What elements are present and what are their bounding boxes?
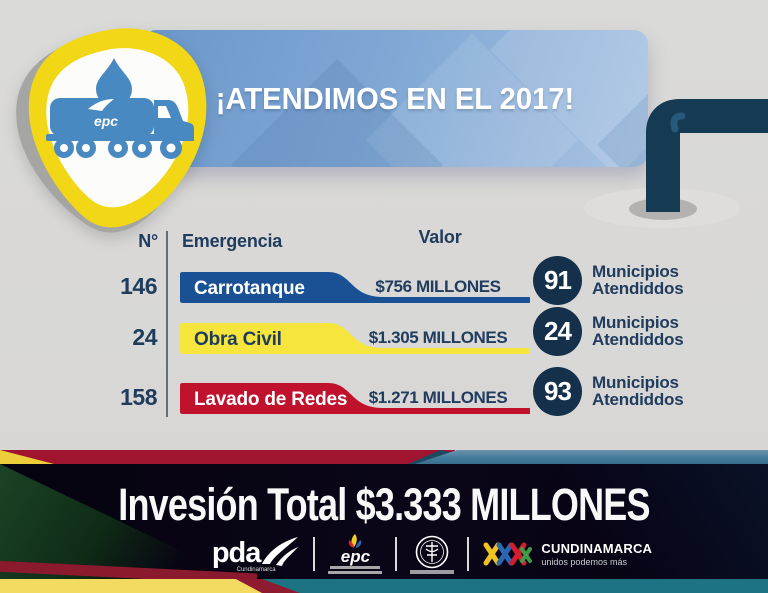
truck-badge: epc — [16, 28, 207, 233]
year-banner: ¡ATENDIMOS EN EL 2017! — [142, 30, 648, 167]
table-row: 146 Carrotanque $756 MILLONES 91 Municip… — [0, 256, 768, 305]
municipios-label-line2: Atendiddos — [592, 279, 684, 298]
footer-band: Invesión Total $3.333 MILLONES pda Cundi… — [0, 443, 768, 593]
gobernacion-seal-logo — [410, 535, 455, 574]
ribbon-graphic: Obra Civil — [180, 323, 530, 354]
municipios-count-badge: 93 — [533, 367, 582, 416]
ribbon-shape — [180, 272, 530, 303]
cundinamarca-slogan: unidos podemos más — [541, 557, 627, 567]
municipios-label-line2: Atendiddos — [592, 330, 684, 349]
emergency-value: $756 MILLONES — [375, 277, 501, 296]
municipios-label-line1: Municipios — [592, 373, 679, 392]
municipios-count-badge: 24 — [533, 307, 582, 356]
pda-logo-text: pda — [211, 536, 262, 569]
gobernacion-seal-icon — [416, 535, 449, 568]
table-row: 158 Lavado de Redes $1.271 MILLONES 93 M… — [0, 367, 768, 416]
logo-separator — [395, 537, 398, 571]
municipios-count-badge: 91 — [533, 256, 582, 305]
municipios-label: Municipios Atendiddos — [592, 314, 684, 348]
seal-subtext-bar — [410, 569, 455, 574]
pda-logo-subtext: Cundinamarca — [236, 566, 276, 573]
cundinamarca-logo: CUNDINAMARCA unidos podemos más — [482, 541, 652, 567]
ribbon-graphic: Lavado de Redes — [180, 383, 530, 414]
logo-separator — [313, 537, 316, 571]
municipios-label-line1: Municipios — [592, 262, 679, 281]
municipios-label-line1: Municipios — [592, 313, 679, 332]
logo-separator — [467, 537, 470, 571]
red-stripe — [0, 450, 455, 464]
tanker-truck-icon: epc — [46, 98, 194, 159]
epc-swoosh-icon — [88, 99, 114, 111]
emergency-label: Carrotanque — [194, 278, 305, 299]
logos-row: pda Cundinamarca epc — [48, 534, 768, 574]
ribbon-shape — [180, 383, 530, 414]
water-drop-icon — [96, 58, 132, 107]
pda-logo: pda Cundinamarca — [212, 536, 301, 573]
emergency-count: 158 — [120, 384, 157, 410]
emergency-label: Obra Civil — [194, 329, 282, 350]
teal-stripe — [415, 450, 768, 464]
column-header-emergency: Emergencia — [182, 231, 283, 251]
pda-logo-row: pda — [211, 536, 301, 569]
yellow-bottom-stripe — [0, 579, 262, 593]
pda-swoosh-icon — [262, 536, 299, 566]
cundinamarca-name: CUNDINAMARCA — [541, 541, 653, 556]
table-row: 24 Obra Civil $1.305 MILLONES 24 Municip… — [0, 307, 768, 356]
total-investment-title: Invesión Total $3.333 MILLONES — [118, 479, 650, 530]
ribbon-shape — [180, 323, 530, 354]
column-header-number: N° — [138, 231, 158, 251]
cundinamarca-figures-icon — [483, 542, 533, 566]
emergency-value: $1.271 MILLONES — [368, 388, 508, 407]
top-stripe — [0, 450, 768, 464]
epc-logo-subtext-bar — [330, 566, 381, 569]
emergency-count: 24 — [132, 324, 157, 350]
emergency-label: Lavado de Redes — [194, 389, 347, 410]
municipios-label: Municipios Atendiddos — [592, 263, 684, 297]
truck-epc-label: epc — [94, 113, 118, 129]
pipe-graphic — [584, 99, 768, 228]
header-divider-line — [166, 231, 168, 417]
column-header-value: Valor — [418, 227, 462, 247]
bottom-stripe — [0, 579, 768, 593]
municipios-label: Municipios Atendiddos — [592, 374, 684, 408]
municipios-label-line2: Atendiddos — [592, 390, 684, 409]
banner-title: ¡ATENDIMOS EN EL 2017! — [215, 80, 575, 116]
ribbon-graphic: Carrotanque — [180, 272, 530, 303]
emergency-value: $1.305 MILLONES — [368, 328, 508, 347]
epc-flame-icon — [349, 534, 362, 548]
total-bar: Invesión Total $3.333 MILLONES pda Cundi… — [0, 464, 768, 579]
epc-logo-text: epc — [340, 547, 371, 566]
pipe-highlight — [670, 112, 686, 133]
epc-logo-subtext-bar — [328, 571, 383, 574]
emergency-count: 146 — [120, 273, 157, 299]
cundinamarca-text-block: CUNDINAMARCA unidos podemos más — [541, 541, 652, 567]
epc-logo: epc — [328, 534, 383, 574]
navy-diagonal-decoration — [468, 464, 768, 579]
